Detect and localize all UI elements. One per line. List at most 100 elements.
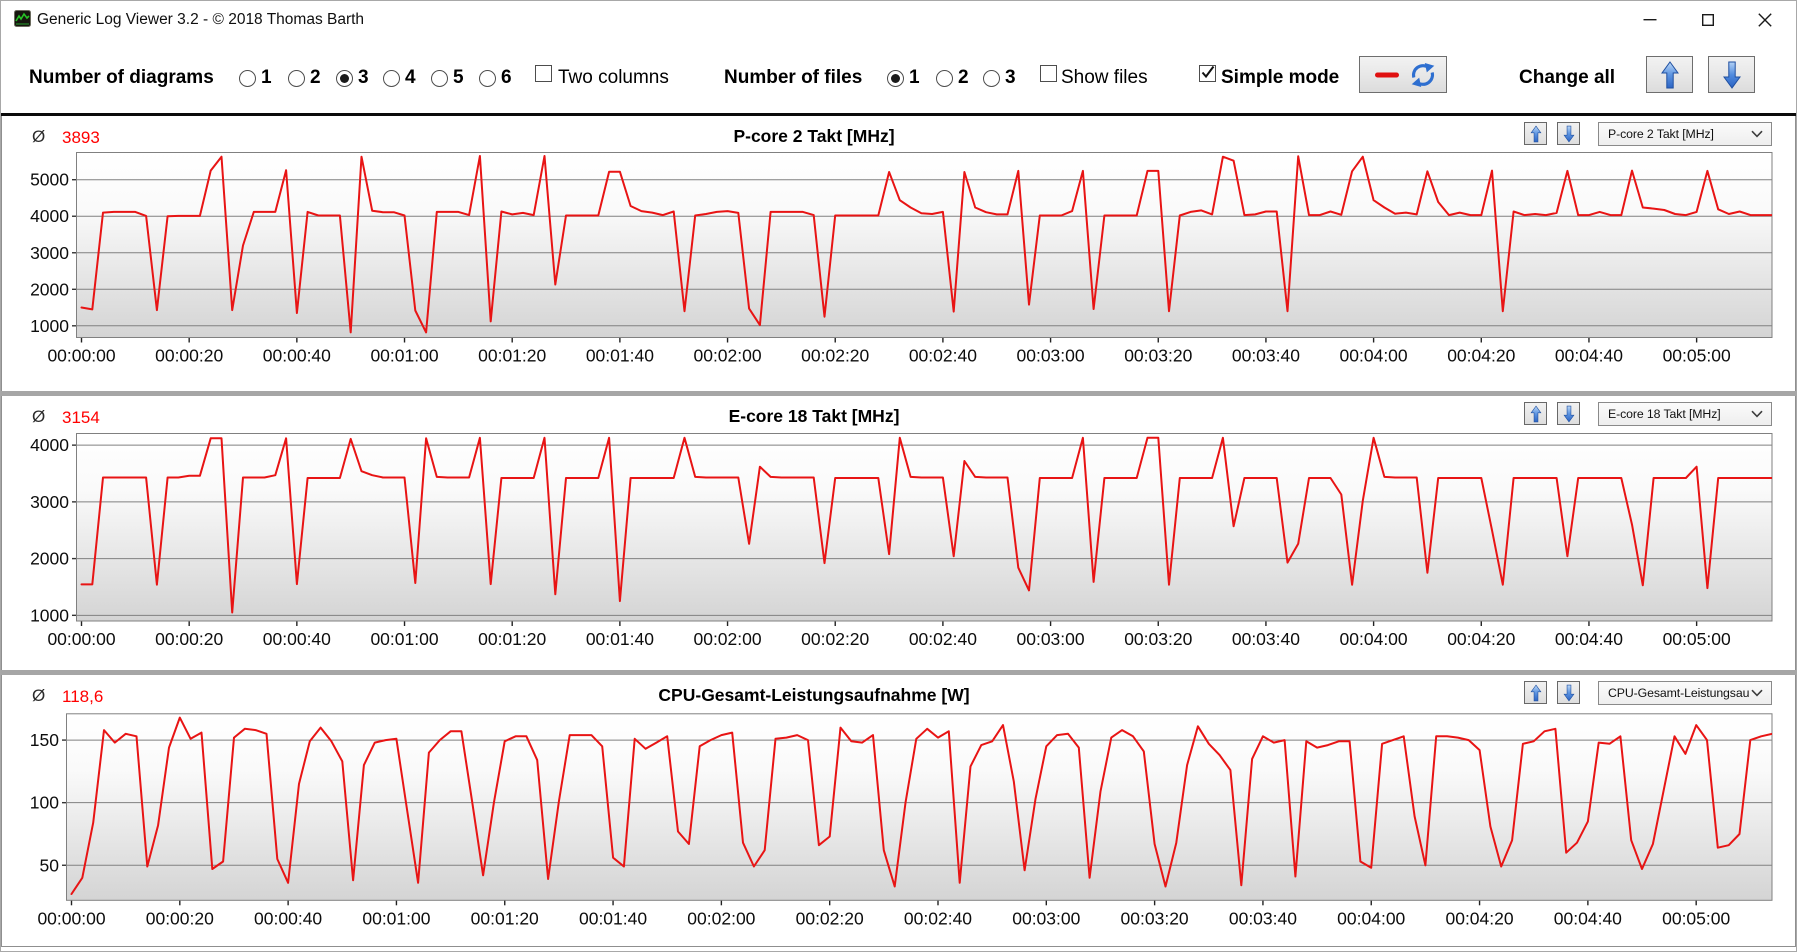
x-axis-label: 00:04:20 bbox=[1445, 908, 1513, 928]
number-of-files-label: Number of files bbox=[724, 67, 863, 88]
line-style-refresh-button[interactable] bbox=[1359, 56, 1447, 93]
number-of-diagrams-label: Number of diagrams bbox=[29, 67, 214, 88]
chart-title: CPU-Gesamt-Leistungsaufnahme [W] bbox=[658, 685, 970, 705]
x-axis-label: 00:04:20 bbox=[1447, 346, 1515, 366]
close-button[interactable] bbox=[1742, 1, 1788, 39]
files-radio-2[interactable] bbox=[936, 70, 953, 87]
diagrams-radio-6[interactable] bbox=[479, 70, 496, 87]
arrow-down-icon bbox=[1563, 684, 1574, 701]
series-selector-dropdown[interactable]: P-core 2 Takt [MHz] bbox=[1598, 122, 1772, 146]
x-axis-label: 00:00:40 bbox=[263, 346, 331, 366]
series-selector-value: P-core 2 Takt [MHz] bbox=[1608, 127, 1714, 141]
x-axis-label: 00:02:40 bbox=[909, 629, 977, 649]
simple-mode-label: Simple mode bbox=[1221, 67, 1340, 88]
move-series-down-button[interactable] bbox=[1557, 402, 1580, 425]
x-axis-label: 00:00:20 bbox=[146, 908, 214, 928]
data-series-line bbox=[70, 716, 1772, 895]
files-radio-3[interactable] bbox=[983, 70, 1000, 87]
arrow-down-icon bbox=[1563, 125, 1574, 142]
diagrams-radio-3[interactable] bbox=[336, 70, 353, 87]
x-axis-label: 00:02:00 bbox=[693, 629, 761, 649]
average-value: 3154 bbox=[62, 408, 100, 427]
change-all-label: Change all bbox=[1519, 67, 1616, 88]
arrow-down-icon bbox=[1563, 405, 1574, 422]
x-axis-label: 00:04:40 bbox=[1555, 629, 1623, 649]
simple-mode-checkbox[interactable] bbox=[1199, 65, 1216, 82]
change-all-down-button[interactable] bbox=[1708, 56, 1755, 93]
y-axis-label: 3000 bbox=[30, 492, 69, 512]
x-axis-label: 00:00:40 bbox=[254, 908, 322, 928]
y-axis-label: 150 bbox=[30, 730, 59, 750]
maximize-button[interactable] bbox=[1685, 1, 1731, 39]
x-axis-label: 00:00:20 bbox=[155, 629, 223, 649]
x-axis-label: 00:04:00 bbox=[1340, 629, 1408, 649]
average-symbol: Ø bbox=[32, 686, 46, 705]
plot-area[interactable] bbox=[76, 152, 1773, 338]
refresh-icon bbox=[1411, 62, 1435, 87]
x-axis-label: 00:02:20 bbox=[796, 908, 864, 928]
y-axis-label: 100 bbox=[30, 793, 59, 813]
diagrams-option-label: 2 bbox=[310, 67, 321, 88]
radio-dot-icon bbox=[891, 74, 900, 83]
files-radio-1[interactable] bbox=[887, 70, 904, 87]
x-axis-label: 00:01:00 bbox=[370, 629, 438, 649]
panel-splitter-2[interactable] bbox=[1, 670, 1796, 675]
y-axis-label: 2000 bbox=[30, 549, 69, 569]
two-columns-checkbox[interactable] bbox=[535, 65, 552, 82]
panel-splitter-1[interactable] bbox=[1, 391, 1796, 396]
plot-area[interactable] bbox=[76, 433, 1773, 622]
move-series-down-button[interactable] bbox=[1557, 681, 1580, 704]
x-axis-label: 00:00:00 bbox=[47, 346, 115, 366]
diagrams-radio-2[interactable] bbox=[288, 70, 305, 87]
average-symbol: Ø bbox=[32, 127, 46, 146]
chevron-down-icon bbox=[1751, 410, 1763, 418]
diagrams-radio-5[interactable] bbox=[431, 70, 448, 87]
minimize-button[interactable] bbox=[1627, 1, 1673, 39]
x-axis-label: 00:00:00 bbox=[47, 629, 115, 649]
x-axis-label: 00:03:40 bbox=[1232, 629, 1300, 649]
average-value: 3893 bbox=[62, 128, 100, 147]
average-symbol: Ø bbox=[32, 407, 46, 426]
change-all-up-button[interactable] bbox=[1646, 56, 1693, 93]
diagrams-radio-1[interactable] bbox=[239, 70, 256, 87]
move-series-up-button[interactable] bbox=[1524, 122, 1547, 145]
chart-panel-3: Ø 118,6 CPU-Gesamt-Leistungsaufnahme [W] CP… bbox=[1, 675, 1796, 947]
series-selector-dropdown[interactable]: E-core 18 Takt [MHz] bbox=[1598, 402, 1772, 426]
chevron-down-icon bbox=[1751, 130, 1763, 138]
x-axis-label: 00:03:20 bbox=[1124, 629, 1192, 649]
x-axis-label: 00:05:00 bbox=[1663, 346, 1731, 366]
show-files-checkbox[interactable] bbox=[1040, 65, 1057, 82]
x-axis-label: 00:04:40 bbox=[1554, 908, 1622, 928]
x-axis-label: 00:03:00 bbox=[1017, 629, 1085, 649]
chart-panel-2: Ø 3154 E-core 18 Takt [MHz] E-core 18 Takt … bbox=[1, 396, 1796, 670]
data-series-line bbox=[80, 436, 1772, 614]
plot-border bbox=[76, 433, 1773, 622]
files-option-label: 1 bbox=[909, 67, 920, 88]
diagrams-option-label: 3 bbox=[358, 67, 369, 88]
x-axis-label: 00:02:00 bbox=[693, 346, 761, 366]
x-axis-label: 00:01:40 bbox=[579, 908, 647, 928]
data-series-line bbox=[80, 155, 1772, 334]
x-axis-label: 00:05:00 bbox=[1662, 908, 1730, 928]
y-axis-label: 5000 bbox=[30, 170, 69, 190]
series-selector-dropdown[interactable]: CPU-Gesamt-Leistungsau bbox=[1598, 681, 1772, 705]
radio-dot-icon bbox=[340, 74, 349, 83]
move-series-down-button[interactable] bbox=[1557, 122, 1580, 145]
diagrams-option-label: 4 bbox=[405, 67, 416, 88]
move-series-up-button[interactable] bbox=[1524, 402, 1547, 425]
toolbar-separator bbox=[1, 113, 1796, 116]
diagrams-radio-4[interactable] bbox=[383, 70, 400, 87]
x-axis-label: 00:03:00 bbox=[1017, 346, 1085, 366]
x-axis-label: 00:02:20 bbox=[801, 629, 869, 649]
diagrams-option-label: 5 bbox=[453, 67, 464, 88]
two-columns-label: Two columns bbox=[558, 67, 669, 88]
window-title: Generic Log Viewer 3.2 - © 2018 Thomas B… bbox=[37, 11, 365, 28]
x-axis-label: 00:00:40 bbox=[263, 629, 331, 649]
move-series-up-button[interactable] bbox=[1524, 681, 1547, 704]
x-axis-label: 00:04:00 bbox=[1340, 346, 1408, 366]
x-axis-label: 00:02:40 bbox=[909, 346, 977, 366]
x-axis-label: 00:03:40 bbox=[1229, 908, 1297, 928]
files-option-label: 2 bbox=[958, 67, 969, 88]
chart-canvas: 1000 2000 3000 4000 5000 00:00:00 00:00:20 00:0… bbox=[30, 152, 1773, 366]
plot-border bbox=[76, 152, 1773, 338]
